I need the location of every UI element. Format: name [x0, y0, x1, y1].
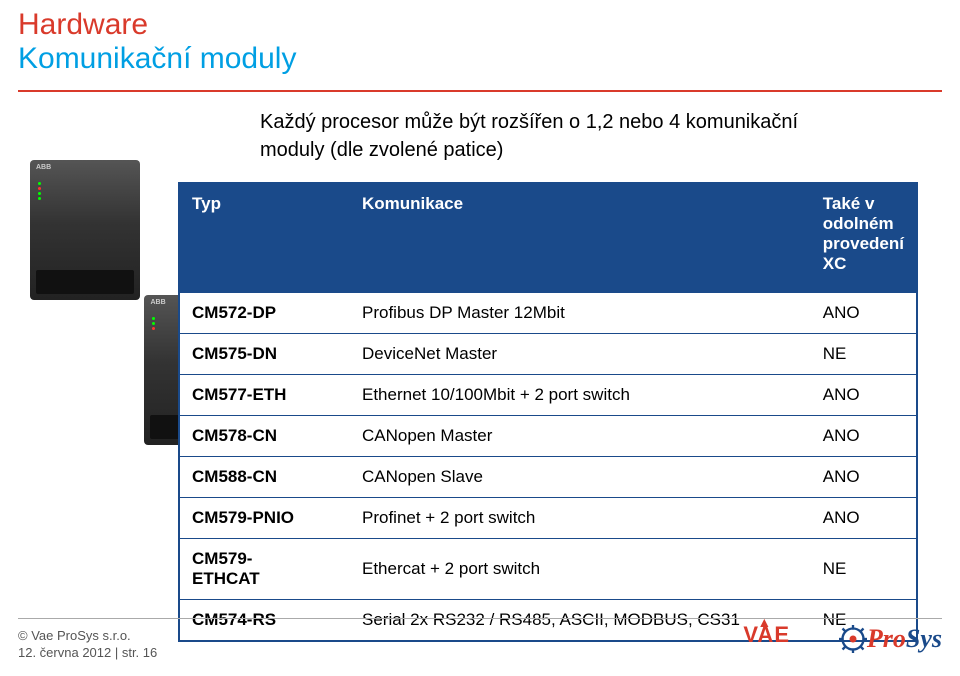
col-header-comm: Komunikace [350, 184, 811, 293]
cell-xc: ANO [811, 457, 916, 498]
table-row: CM588-CN CANopen Slave ANO [180, 457, 916, 498]
logo-prosys-sys: Sys [906, 624, 942, 653]
module-photo-2-label: ABB [150, 299, 165, 306]
cell-type: CM572-DP [180, 293, 350, 334]
cell-type: CM578-CN [180, 416, 350, 457]
footer-text: © Vae ProSys s.r.o. 12. června 2012 | st… [18, 628, 157, 662]
cell-xc: ANO [811, 293, 916, 334]
cell-xc: NE [811, 539, 916, 600]
cell-comm: CANopen Slave [350, 457, 811, 498]
intro-line-2: moduly (dle zvolené patice) [260, 136, 798, 164]
cell-comm: CANopen Master [350, 416, 811, 457]
cell-xc: ANO [811, 498, 916, 539]
col-header-type: Typ [180, 184, 350, 293]
cell-type: CM575-DN [180, 334, 350, 375]
footer-rule [18, 618, 942, 619]
table-row: CM577-ETH Ethernet 10/100Mbit + 2 port s… [180, 375, 916, 416]
logo-prosys: ProSys [839, 624, 942, 654]
table-row: CM579-PNIO Profinet + 2 port switch ANO [180, 498, 916, 539]
logo-vae-hat-icon: ▲ [757, 614, 772, 630]
cell-xc: NE [811, 334, 916, 375]
table-row: CM572-DP Profibus DP Master 12Mbit ANO [180, 293, 916, 334]
col-header-xc: Také v odolném provedení XC [811, 184, 916, 293]
footer-date-page: 12. června 2012 | str. 16 [18, 645, 157, 662]
cell-type: CM588-CN [180, 457, 350, 498]
cell-comm: Ethernet 10/100Mbit + 2 port switch [350, 375, 811, 416]
cell-xc: ANO [811, 375, 916, 416]
logo-vae: ▲ VAE [743, 622, 790, 648]
modules-table: Typ Komunikace Také v odolném provedení … [178, 182, 918, 642]
intro-line-1: Každý procesor může být rozšířen o 1,2 n… [260, 108, 798, 136]
cell-type: CM577-ETH [180, 375, 350, 416]
title-line-1: Hardware [18, 8, 296, 42]
cell-comm: DeviceNet Master [350, 334, 811, 375]
footer-copyright: © Vae ProSys s.r.o. [18, 628, 157, 645]
slide-footer: © Vae ProSys s.r.o. 12. června 2012 | st… [0, 618, 960, 676]
cell-comm: Ethercat + 2 port switch [350, 539, 811, 600]
slide-title: Hardware Komunikační moduly [18, 8, 296, 76]
cell-comm: Profibus DP Master 12Mbit [350, 293, 811, 334]
table-row: CM575-DN DeviceNet Master NE [180, 334, 916, 375]
cell-comm: Profinet + 2 port switch [350, 498, 811, 539]
title-line-2: Komunikační moduly [18, 42, 296, 76]
gear-icon [839, 625, 867, 653]
cell-xc: ANO [811, 416, 916, 457]
logo-prosys-pro: Pro [867, 624, 906, 653]
cell-type: CM579-ETHCAT [180, 539, 350, 600]
intro-text: Každý procesor může být rozšířen o 1,2 n… [260, 108, 798, 164]
table-header-row: Typ Komunikace Také v odolném provedení … [180, 184, 916, 293]
module-photo-1: ABB [30, 160, 140, 300]
title-rule [18, 90, 942, 92]
cell-type: CM579-PNIO [180, 498, 350, 539]
table-row: CM579-ETHCAT Ethercat + 2 port switch NE [180, 539, 916, 600]
table-row: CM578-CN CANopen Master ANO [180, 416, 916, 457]
module-photo-1-label: ABB [36, 164, 51, 171]
